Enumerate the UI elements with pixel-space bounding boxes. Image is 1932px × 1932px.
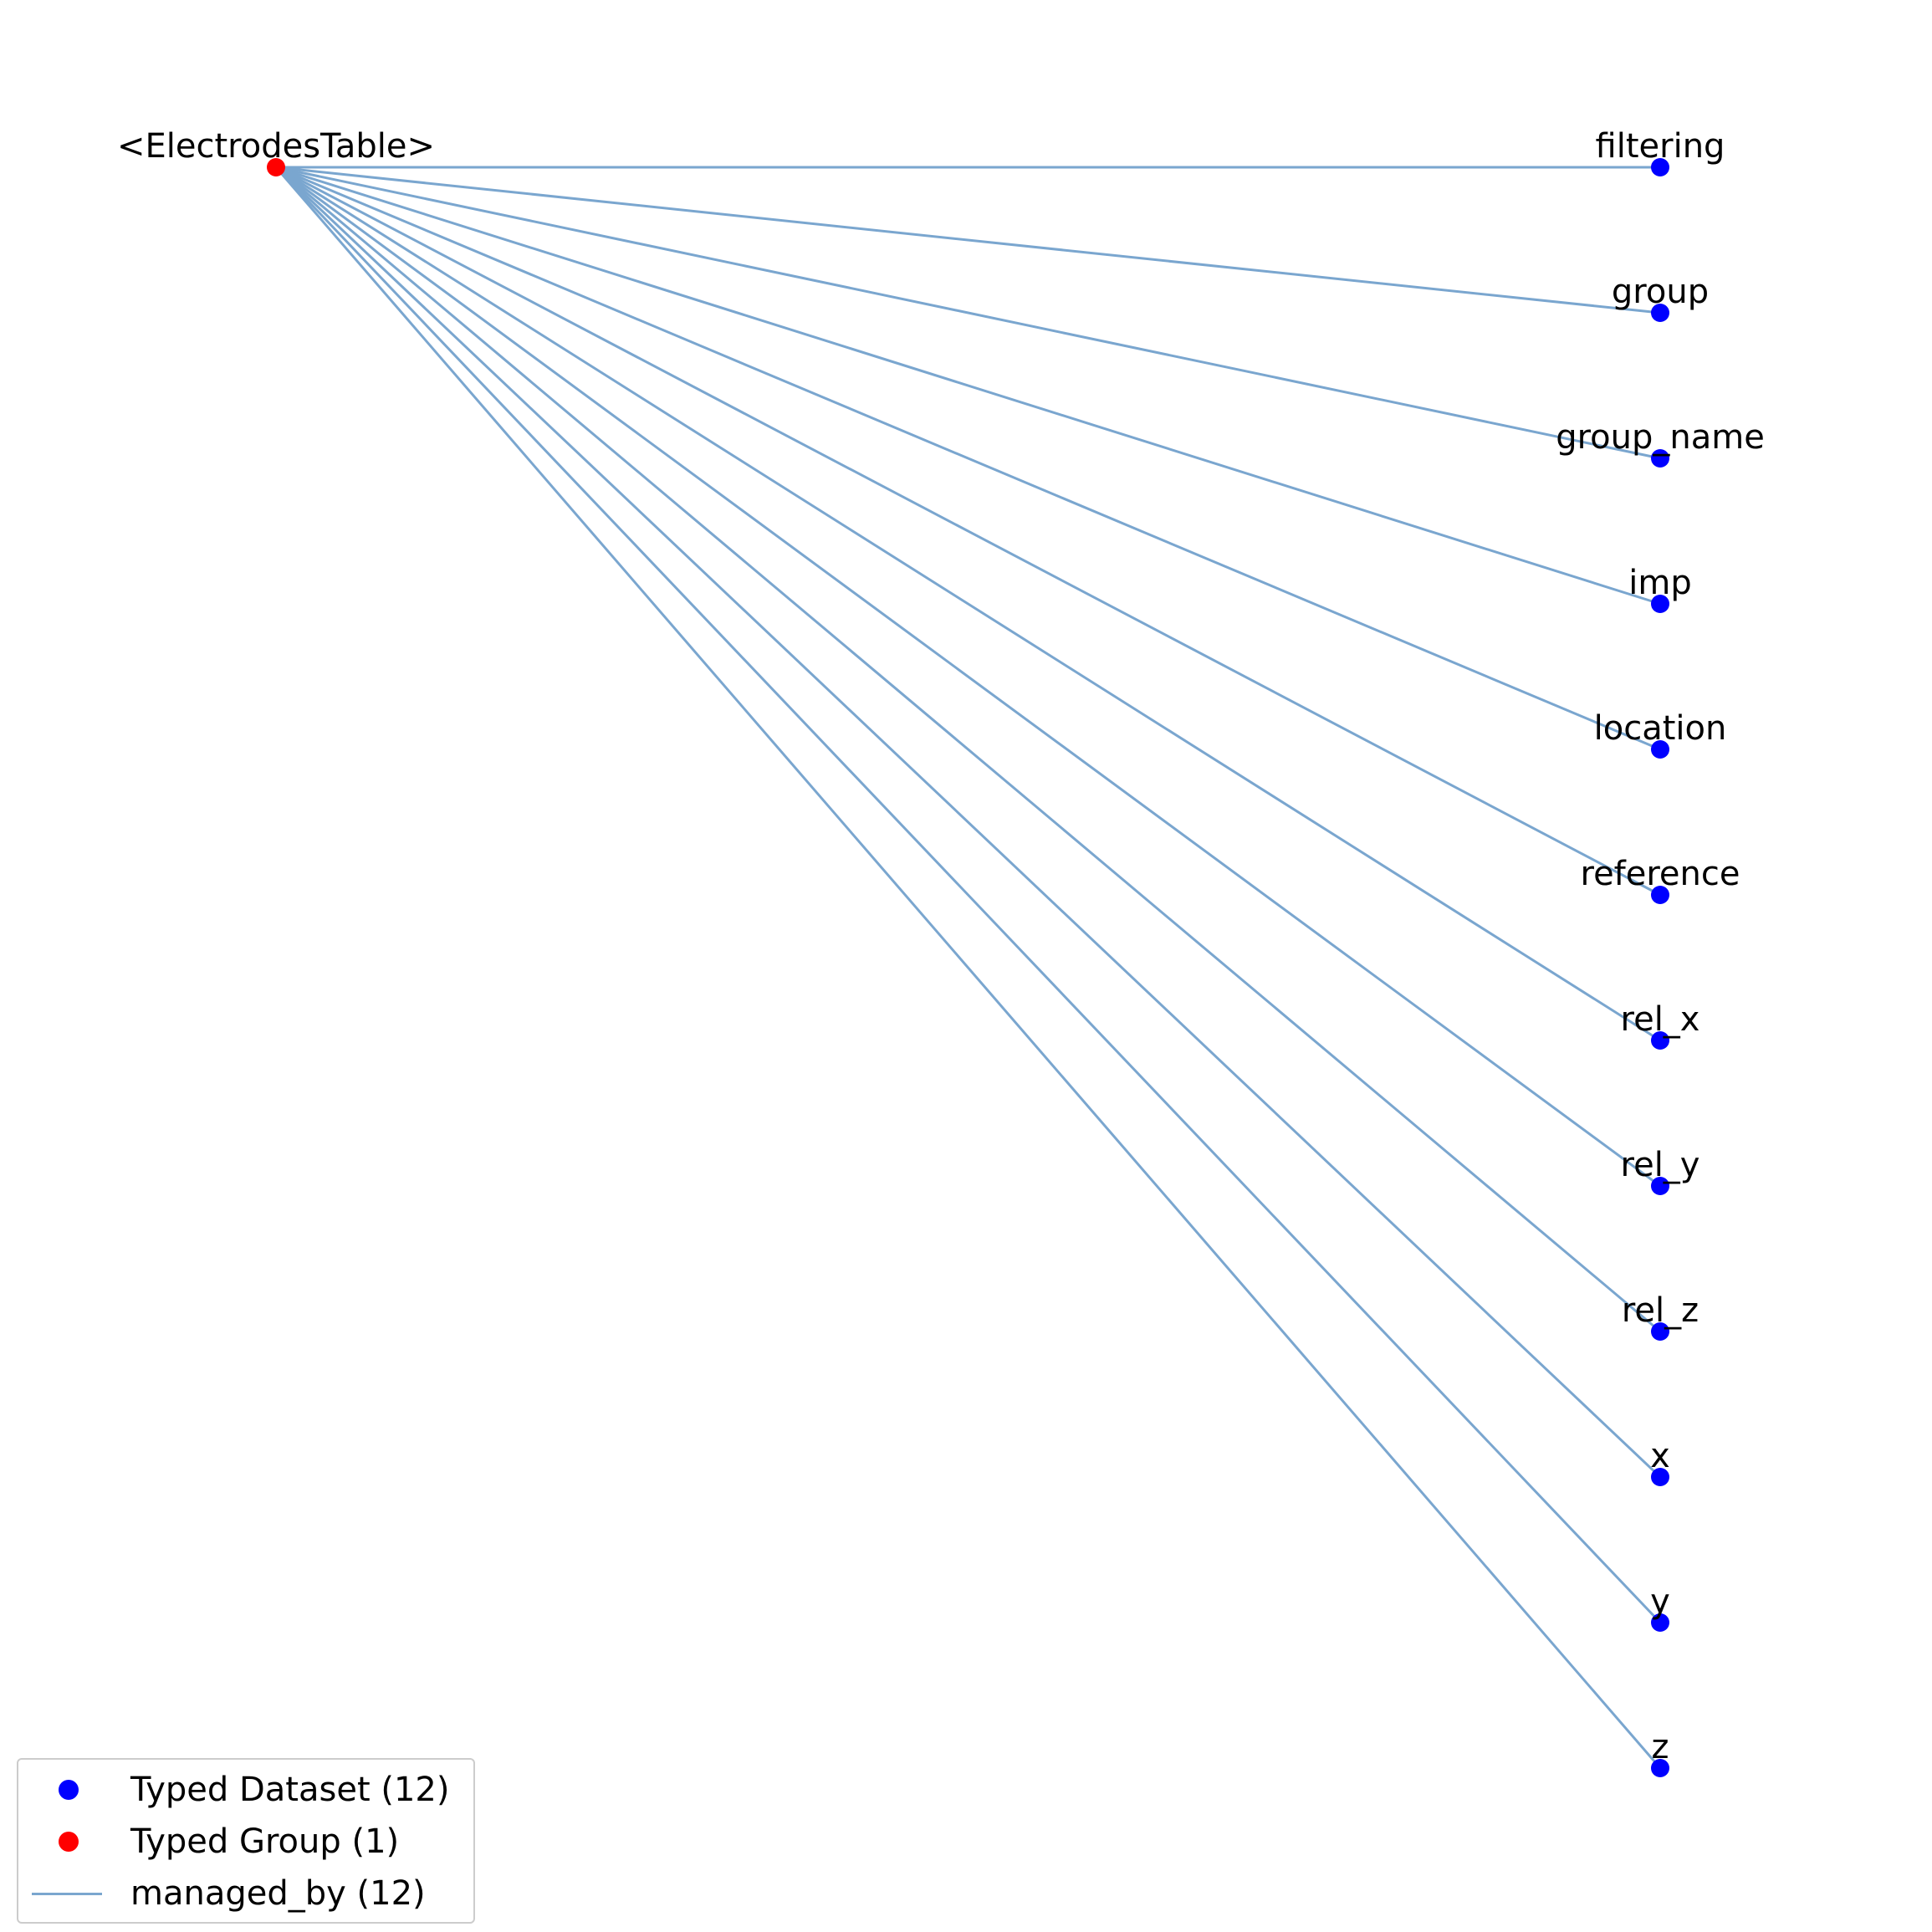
legend-entry-typed-dataset: Typed Dataset (12) xyxy=(18,1766,473,1813)
node-label-x: x xyxy=(1650,1437,1670,1475)
edge-managed-by-group xyxy=(275,166,1661,314)
node-label-z: z xyxy=(1652,1728,1669,1766)
labels-layer: <ElectrodesTable> filtering group group_nam… xyxy=(117,127,1765,1766)
node-filtering xyxy=(1651,158,1669,176)
node-x xyxy=(1651,1468,1669,1486)
legend: Typed Dataset (12) Typed Group (1) manag… xyxy=(17,1758,475,1924)
node-imp xyxy=(1651,595,1669,613)
legend-label: Typed Group (1) xyxy=(130,1822,400,1861)
node-label-filtering: filtering xyxy=(1596,127,1725,166)
node-electrodestable xyxy=(267,158,285,176)
edge-managed-by-imp xyxy=(275,166,1661,606)
node-label-electrodestable: <ElectrodesTable> xyxy=(117,127,435,166)
edge-managed-by-rel-z xyxy=(275,166,1661,1333)
node-reference xyxy=(1651,886,1669,904)
node-group xyxy=(1651,304,1669,322)
node-label-rel-x: rel_x xyxy=(1621,1000,1700,1039)
typed-group-marker-icon xyxy=(59,1832,79,1852)
node-label-rel-z: rel_z xyxy=(1622,1291,1699,1330)
typed-dataset-marker-icon xyxy=(59,1780,79,1800)
node-rel-y xyxy=(1651,1177,1669,1195)
edge-managed-by-x xyxy=(274,166,1662,1479)
nodes-layer xyxy=(267,158,1669,1777)
legend-label: Typed Dataset (12) xyxy=(130,1771,450,1809)
node-label-location: location xyxy=(1594,709,1727,748)
node-label-group: group xyxy=(1612,273,1709,311)
node-location xyxy=(1651,740,1669,759)
node-rel-z xyxy=(1651,1322,1669,1341)
edges-layer xyxy=(274,166,1662,1769)
edge-managed-by-y xyxy=(274,166,1662,1624)
legend-entry-typed-group: Typed Group (1) xyxy=(18,1818,473,1865)
node-rel-x xyxy=(1651,1031,1669,1050)
legend-label: managed_by (12) xyxy=(130,1874,426,1913)
edge-managed-by-group-name xyxy=(275,166,1661,460)
managed-by-line-icon xyxy=(32,1893,102,1895)
edge-managed-by-z xyxy=(274,166,1662,1769)
node-z xyxy=(1651,1759,1669,1777)
edge-managed-by-rel-x xyxy=(275,166,1661,1042)
edge-managed-by-location xyxy=(275,166,1661,751)
node-label-reference: reference xyxy=(1581,855,1740,893)
node-label-group-name: group_name xyxy=(1556,418,1765,457)
node-label-imp: imp xyxy=(1628,564,1691,602)
node-label-y: y xyxy=(1650,1582,1670,1621)
edge-managed-by-reference xyxy=(275,166,1661,897)
node-y xyxy=(1651,1613,1669,1632)
legend-entry-managed-by: managed_by (12) xyxy=(18,1870,473,1917)
edge-managed-by-rel-y xyxy=(275,166,1661,1188)
node-group-name xyxy=(1651,449,1669,468)
node-label-rel-y: rel_y xyxy=(1621,1146,1700,1184)
